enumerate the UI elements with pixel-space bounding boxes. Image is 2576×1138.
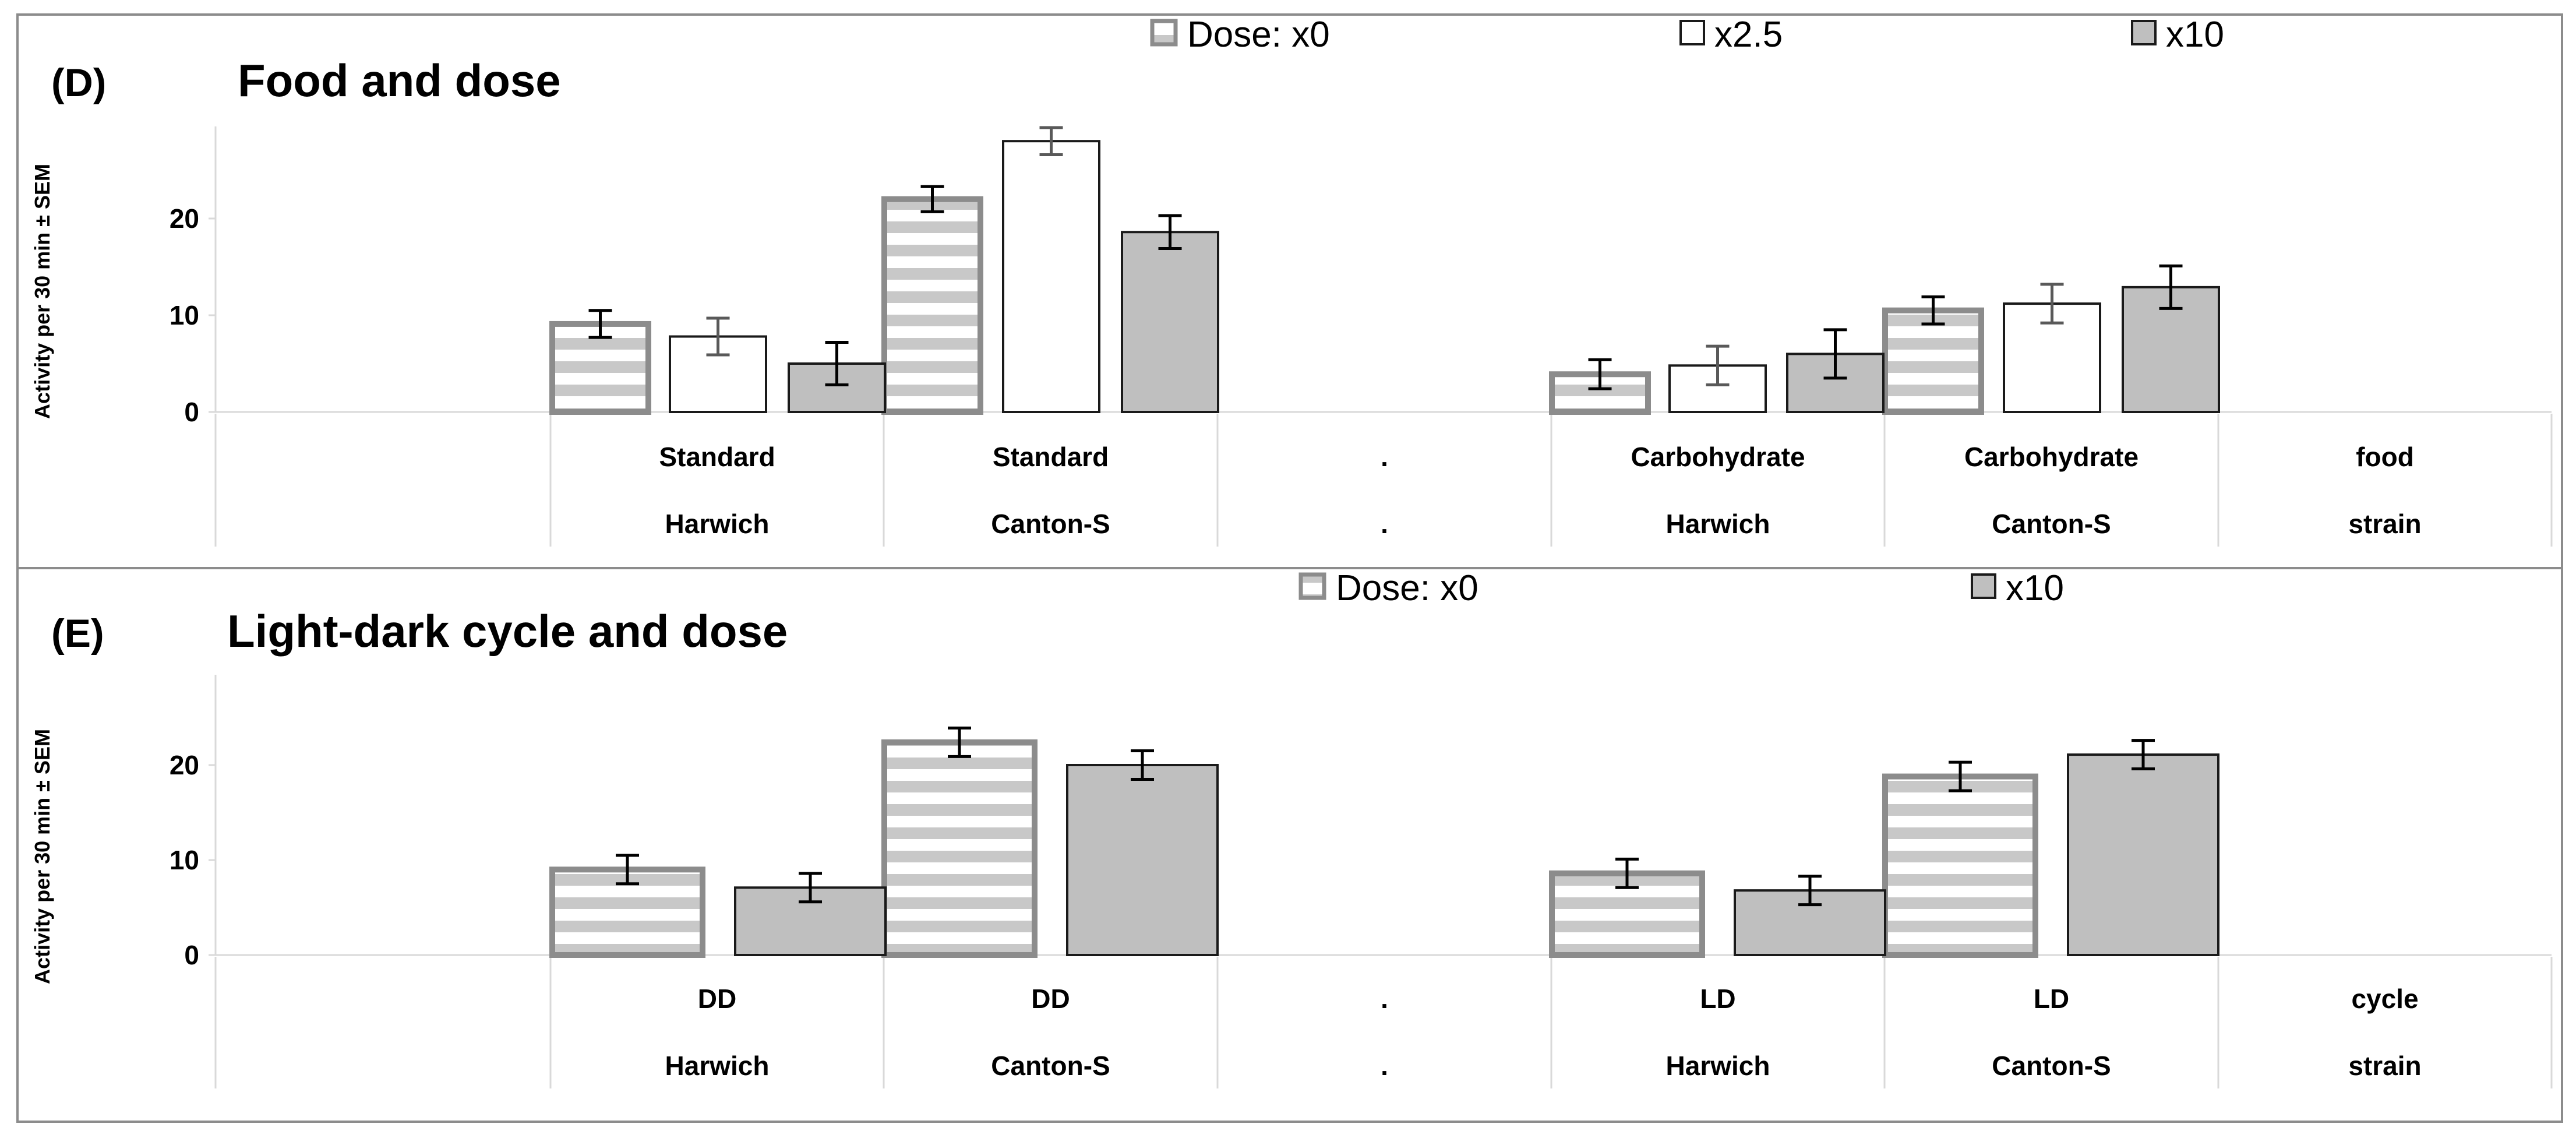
y-axis-label: Activity per 30 min ± SEM <box>30 729 54 984</box>
category-label: . <box>1381 984 1388 1014</box>
category-label: Canton-S <box>1992 509 2111 539</box>
panel-title: Light-dark cycle and dose <box>227 605 788 657</box>
bar <box>1882 773 2038 959</box>
legend-swatch <box>1298 572 1326 600</box>
panel-letter: (D) <box>51 61 106 105</box>
legend-label: x10 <box>2006 568 2064 608</box>
category-label: LD <box>1700 984 1735 1014</box>
category-label: food <box>2356 442 2414 472</box>
category-label: Carbohydrate <box>1964 442 2139 472</box>
category-label: . <box>1381 1051 1388 1081</box>
category-label: strain <box>2348 1051 2421 1081</box>
category-label: Harwich <box>665 1051 770 1081</box>
legend-swatch <box>1971 573 1996 599</box>
bar <box>881 196 983 415</box>
y-tick-label: 20 <box>170 203 199 234</box>
panel-letter: (E) <box>51 611 104 656</box>
bar <box>1066 764 1219 956</box>
legend-label: x2.5 <box>1714 15 1783 55</box>
category-label: LD <box>2034 984 2069 1014</box>
category-label: Standard <box>659 442 775 472</box>
y-tick-label: 10 <box>170 300 199 330</box>
category-label: . <box>1381 509 1388 539</box>
category-label: Harwich <box>1666 509 1770 539</box>
category-label: Harwich <box>1666 1051 1770 1081</box>
category-label: DD <box>1031 984 1070 1014</box>
category-label: Standard <box>993 442 1109 472</box>
bar <box>1121 231 1219 413</box>
legend-swatch <box>1150 19 1178 47</box>
category-label: Canton-S <box>991 1051 1110 1081</box>
y-tick-label: 20 <box>170 750 199 780</box>
y-tick-label: 0 <box>184 397 199 427</box>
bar <box>1882 307 1984 415</box>
category-label: cycle <box>2351 984 2418 1014</box>
category-label: . <box>1381 442 1388 472</box>
y-tick-label: 10 <box>170 845 199 875</box>
category-label: Canton-S <box>991 509 1110 539</box>
legend-label: Dose: x0 <box>1336 568 1478 608</box>
panel-e: (E) Light-dark cycle and dose Dose: x0 x10 A… <box>30 568 2553 1088</box>
panel-d: (D) Food and dose Dose: x0 x2.5 x10 Activity … <box>30 15 2553 547</box>
legend-swatch <box>2131 20 2157 45</box>
legend-label: x10 <box>2166 15 2224 55</box>
bar <box>2067 753 2219 956</box>
panel-title: Food and dose <box>238 55 561 106</box>
legend-label: Dose: x0 <box>1187 15 1330 55</box>
legend-swatch <box>1679 20 1705 45</box>
bar <box>1002 140 1100 413</box>
bar <box>1786 353 1885 414</box>
y-tick-label: 0 <box>184 940 199 970</box>
category-label: Carbohydrate <box>1631 442 1805 472</box>
y-axis-label: Activity per 30 min ± SEM <box>30 164 54 419</box>
category-label: Canton-S <box>1992 1051 2111 1081</box>
category-label: strain <box>2348 509 2421 539</box>
bar <box>881 739 1038 958</box>
category-label: Harwich <box>665 509 770 539</box>
category-label: DD <box>698 984 736 1014</box>
